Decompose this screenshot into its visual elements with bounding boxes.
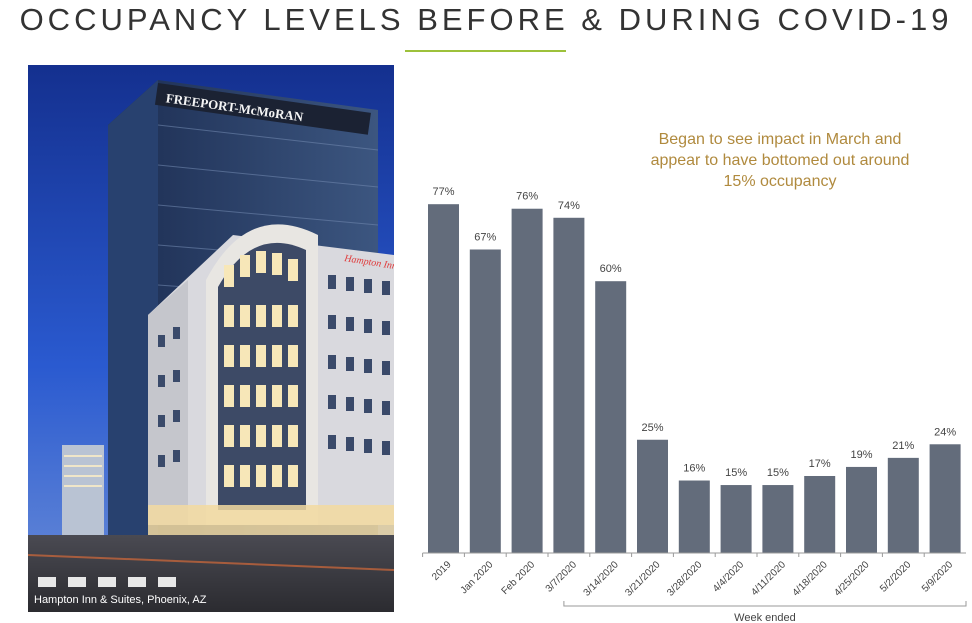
bar-value-label: 25%	[641, 422, 663, 434]
bar-3/28/2020	[678, 480, 710, 553]
bar-value-label: 17%	[809, 458, 831, 470]
photo-caption: Hampton Inn & Suites, Phoenix, AZ	[34, 594, 207, 606]
bar-value-label: 21%	[892, 440, 914, 452]
x-tick-label: 4/18/2020	[791, 559, 831, 599]
bar-Feb 2020	[511, 208, 543, 553]
bar-value-label: 74%	[558, 200, 580, 212]
bar-value-label: 77%	[432, 186, 454, 198]
title-underline	[405, 50, 566, 52]
bar-4/25/2020	[846, 466, 877, 553]
x-tick-label: 4/11/2020	[749, 559, 788, 598]
bar-value-label: 19%	[850, 449, 872, 461]
x-tick-label: 4/4/2020	[711, 559, 747, 595]
x-tick-label: 3/21/2020	[623, 559, 663, 599]
bar-5/2/2020	[887, 457, 919, 553]
bar-4/18/2020	[804, 475, 836, 553]
x-tick-label: 5/9/2020	[920, 559, 956, 595]
x-tick-label: 3/7/2020	[544, 559, 580, 595]
chart-annotation: Began to see impact in March and appear …	[650, 131, 910, 190]
bar-4/11/2020	[762, 485, 794, 553]
bar-3/7/2020	[553, 217, 585, 553]
bar-3/14/2020	[595, 281, 627, 553]
bar-value-label: 16%	[683, 463, 705, 475]
x-tick-label: 5/2/2020	[878, 559, 914, 595]
bar-value-label: 67%	[474, 231, 496, 243]
x-tick-label: Feb 2020	[500, 559, 538, 597]
page-title: OCCUPANCY LEVELS BEFORE & DURING COVID-1…	[19, 2, 953, 37]
bar-value-label: 15%	[725, 467, 747, 479]
bar-3/21/2020	[637, 439, 668, 553]
bar-Jan 2020	[469, 249, 501, 554]
bar-2019	[428, 204, 459, 553]
bar-value-label: 76%	[516, 191, 538, 203]
x-tick-label: 2019	[430, 559, 454, 583]
hotel-photo: FREEPORT-McMoRAN Hampton Inn & Suite	[28, 65, 394, 612]
x-tick-label: Jan 2020	[459, 559, 496, 596]
bar-value-label: 24%	[934, 426, 956, 438]
bar-5/9/2020	[929, 444, 961, 553]
x-tick-label: 3/14/2020	[582, 559, 622, 599]
hotel-photo-illustration: FREEPORT-McMoRAN Hampton Inn & Suite	[28, 65, 394, 612]
bar-4/4/2020	[720, 485, 752, 553]
bar-value-label: 60%	[600, 263, 622, 275]
bar-value-label: 15%	[767, 467, 789, 479]
x-tick-label: 3/28/2020	[665, 559, 705, 599]
week-ended-bracket	[563, 601, 967, 607]
x-axis-title: Week ended	[734, 612, 796, 623]
x-tick-label: 4/25/2020	[832, 559, 872, 599]
